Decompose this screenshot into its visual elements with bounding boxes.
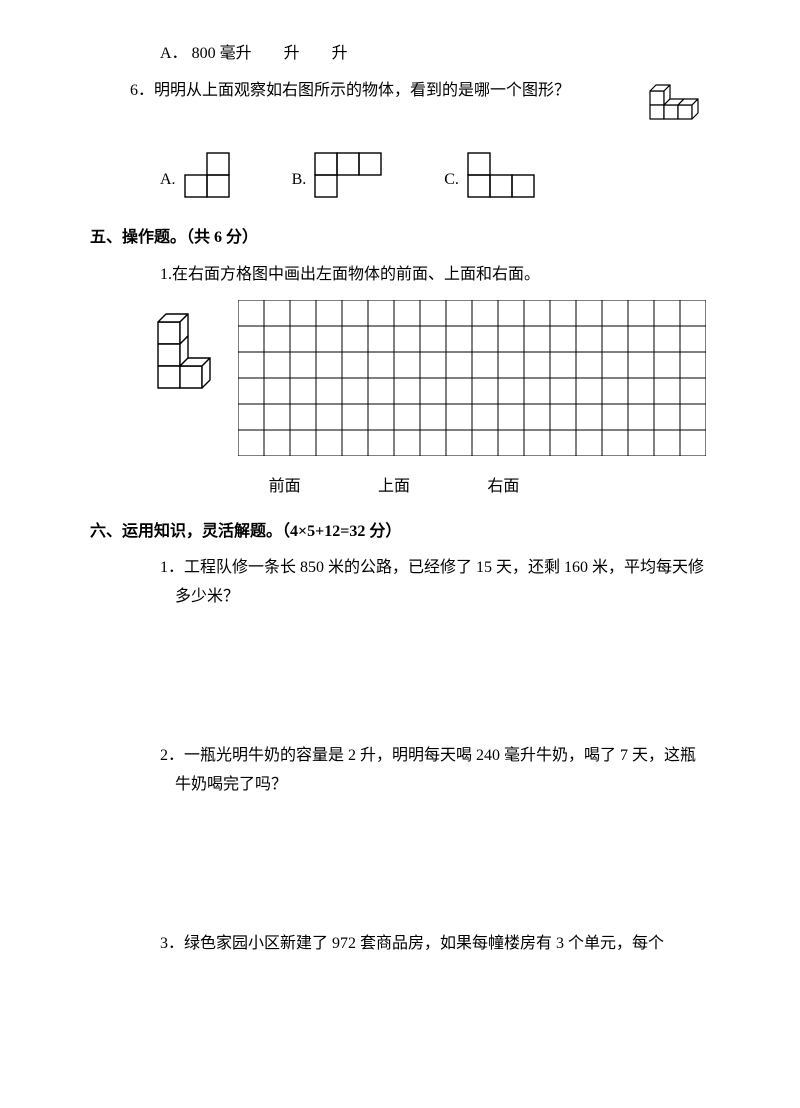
q6-optC-shape xyxy=(467,152,537,209)
q5-option-a: A． 800 毫升 升 升 xyxy=(90,40,710,69)
section5-figure-row xyxy=(90,300,710,467)
q6-text-block: 6．明明从上面观察如右图所示的物体，看到的是哪一个图形？ xyxy=(130,77,640,106)
q6-option-a: A. xyxy=(160,152,232,209)
q6-optB-shape xyxy=(314,152,384,209)
q5-a-letter: A． xyxy=(160,45,188,62)
section5-grid-labels: 前面 上面 右面 xyxy=(90,473,558,502)
section6-q2-text: 2．一瓶光明牛奶的容量是 2 升，明明每天喝 240 毫升牛奶，喝了 7 天，这… xyxy=(160,742,710,800)
q6-optC-label: C. xyxy=(444,166,459,195)
section6-q3: 3．绿色家园小区新建了 972 套商品房，如果每幢楼房有 3 个单元，每个 xyxy=(90,930,710,959)
section6-q1-text: 1．工程队修一条长 850 米的公路，已经修了 15 天，还剩 160 米，平均… xyxy=(160,554,710,612)
q6-optA-shape xyxy=(184,152,232,209)
q6-option-c: C. xyxy=(444,152,537,209)
q6-text: 明明从上面观察如右图所示的物体，看到的是哪一个图形？ xyxy=(154,82,570,99)
label-right: 右面 xyxy=(487,473,519,502)
q5-a-text: 800 毫升 升 升 xyxy=(192,45,348,62)
section5-grid xyxy=(238,300,706,467)
q6-optB-label: B. xyxy=(292,166,307,195)
label-top: 上面 xyxy=(378,473,410,502)
section5-3d-object xyxy=(150,300,218,411)
q6-number: 6． xyxy=(130,82,154,99)
q6-optA-label: A. xyxy=(160,166,176,195)
section5-header: 五、操作题。（共 6 分） xyxy=(90,224,710,253)
section6-q2: 2．一瓶光明牛奶的容量是 2 升，明明每天喝 240 毫升牛奶，喝了 7 天，这… xyxy=(90,742,710,800)
section6-q3-text: 3．绿色家园小区新建了 972 套商品房，如果每幢楼房有 3 个单元，每个 xyxy=(160,930,710,959)
section6-header: 六、运用知识，灵活解题。（4×5+12=32 分） xyxy=(90,518,710,547)
q6-row: 6．明明从上面观察如右图所示的物体，看到的是哪一个图形？ xyxy=(90,77,710,144)
q6-option-b: B. xyxy=(292,152,385,209)
section6-q1: 1．工程队修一条长 850 米的公路，已经修了 15 天，还剩 160 米，平均… xyxy=(90,554,710,612)
q6-3d-figure xyxy=(640,77,710,144)
section5-q1: 1.在右面方格图中画出左面物体的前面、上面和右面。 xyxy=(90,261,710,290)
label-front: 前面 xyxy=(269,473,301,502)
q6-options: A. B. C. xyxy=(90,152,710,209)
